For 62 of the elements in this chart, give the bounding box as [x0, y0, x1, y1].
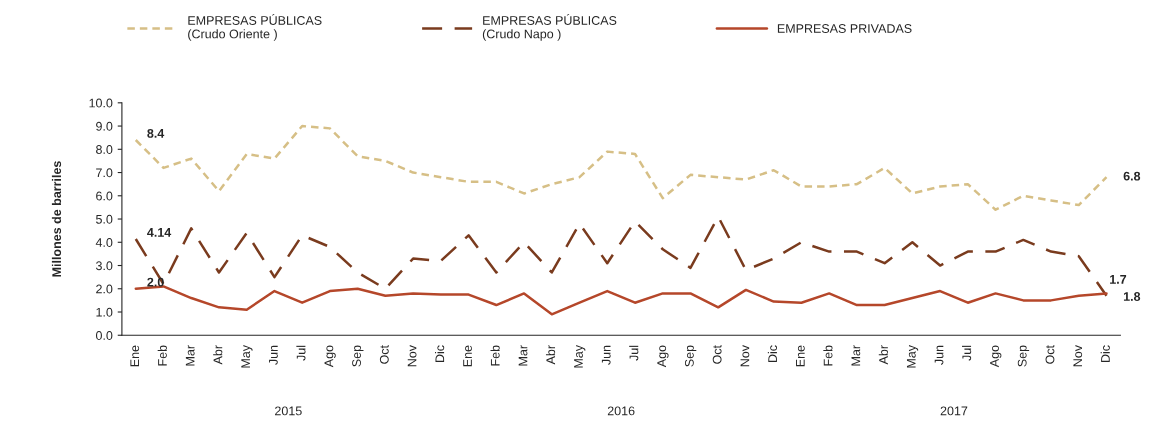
x-tick-label: Ago	[990, 345, 1002, 368]
y-tick-label: 5.0	[96, 214, 113, 224]
y-axis-title: Millones de barriles	[51, 161, 62, 277]
y-tick-label: 9.0	[96, 121, 113, 131]
data-label: 2.0	[147, 277, 164, 287]
data-label: 1.7	[1110, 275, 1127, 284]
data-label: 1.8	[1123, 292, 1141, 301]
x-tick-label: Ene	[463, 345, 472, 367]
x-tick-label: Jun	[934, 345, 944, 365]
x-tick-label: Oct	[1045, 345, 1055, 364]
x-tick-label: Feb	[823, 345, 833, 366]
x-tick-label: Jul	[962, 345, 972, 361]
text: 2017	[940, 406, 968, 416]
line-series	[134, 124, 1108, 211]
x-tick-label: Jul	[629, 345, 639, 361]
x-tick-label: Oct	[379, 345, 389, 364]
x-tick-label: Mar	[185, 345, 195, 366]
x-tick-label: Abr	[878, 345, 888, 365]
x-tick-label: Jun	[601, 345, 611, 365]
legend-label: EMPRESAS PÚBLICAS (Crudo Oriente )	[188, 13, 322, 41]
data-label: 4.14	[147, 228, 172, 237]
x-tick-label: Mar	[851, 345, 861, 366]
x-tick-label: Feb	[157, 345, 167, 366]
x-tick-label: Jun	[269, 345, 278, 365]
x-tick-label: Abr	[545, 345, 556, 365]
x-tick-label: Sep	[1017, 345, 1030, 367]
data-label: 6.8	[1123, 171, 1141, 181]
line-series	[134, 285, 1108, 316]
x-tick-label: Ene	[796, 345, 805, 367]
x-tick-label: Dic	[435, 345, 445, 362]
x-tick-label: Ene	[130, 345, 140, 367]
x-tick-label: Ago	[324, 345, 336, 368]
data-label: 8.4	[147, 128, 165, 138]
y-tick-label: 4.0	[95, 238, 113, 247]
x-tick-label: Jul	[296, 345, 306, 361]
legend-label: EMPRESAS PRIVADAS	[777, 24, 912, 33]
x-tick-label: May	[906, 344, 919, 368]
x-tick-label: Nov	[740, 345, 750, 367]
text: 2015	[275, 406, 302, 416]
x-tick-label: May	[574, 344, 586, 368]
y-tick-label: 10.0	[89, 98, 113, 108]
y-tick-label: 1.0	[96, 307, 113, 317]
x-tick-label: Ago	[657, 345, 669, 368]
y-tick-label: 0.0	[95, 331, 113, 340]
y-tick-label: 6.0	[96, 191, 113, 201]
y-tick-label: 3.0	[95, 261, 113, 271]
x-tick-label: Nov	[407, 345, 417, 367]
x-tick-label: May	[241, 344, 253, 368]
x-tick-label: Sep	[684, 345, 697, 367]
x-tick-label: Feb	[490, 345, 500, 366]
y-tick-label: 2.0	[96, 284, 113, 294]
legend-label: EMPRESAS PÚBLICAS (Crudo Napo )	[482, 13, 617, 41]
x-tick-label: Nov	[1073, 345, 1083, 367]
x-tick-label: Dic	[767, 345, 778, 362]
y-tick-label: 8.0	[96, 145, 113, 154]
text: 2016	[607, 406, 635, 416]
x-tick-label: Dic	[1100, 345, 1110, 362]
x-tick-label: Abr	[213, 345, 223, 365]
x-tick-label: Mar	[518, 345, 528, 366]
x-tick-label: Sep	[352, 345, 364, 367]
y-tick-label: 7.0	[96, 168, 113, 178]
x-tick-label: Oct	[712, 345, 722, 364]
